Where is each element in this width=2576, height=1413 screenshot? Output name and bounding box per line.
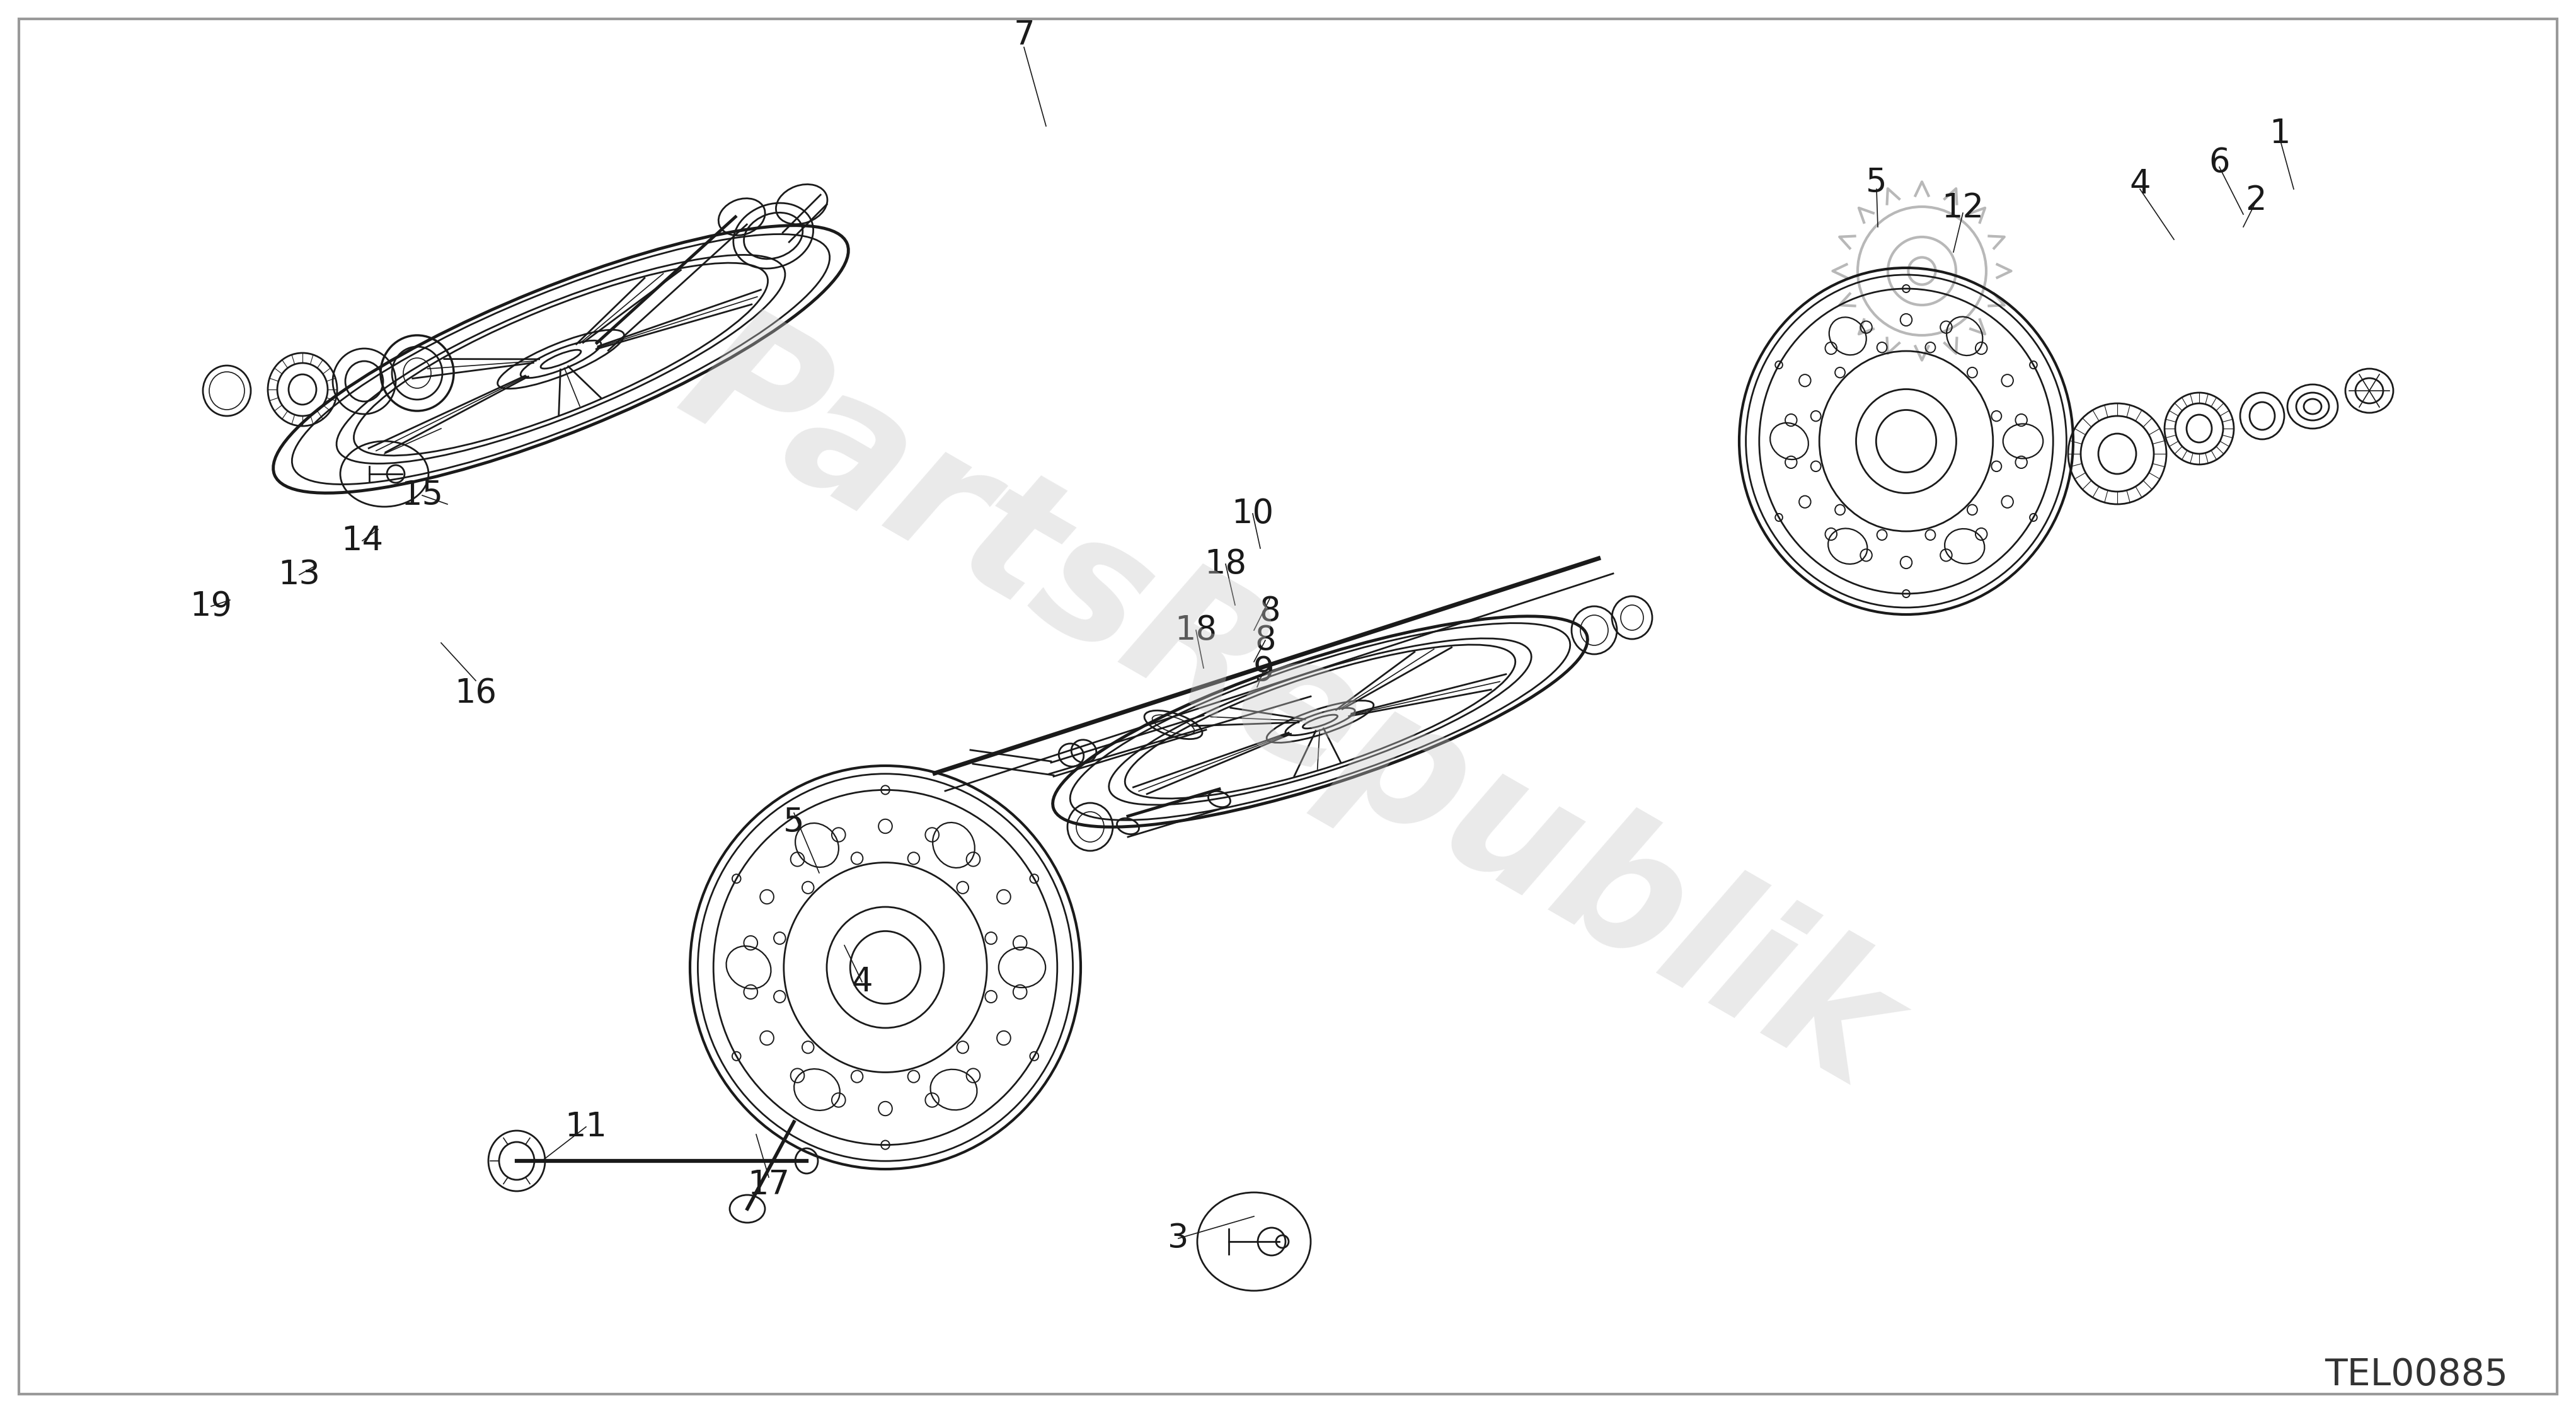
- Text: 10: 10: [1231, 497, 1275, 530]
- Text: 8: 8: [1260, 595, 1280, 627]
- Text: 3: 3: [1167, 1222, 1190, 1255]
- Text: 5: 5: [1865, 167, 1888, 199]
- Text: 2: 2: [2246, 184, 2267, 216]
- Text: 5: 5: [783, 805, 804, 839]
- Text: 1: 1: [2269, 117, 2290, 150]
- Text: 17: 17: [747, 1169, 791, 1201]
- Text: 15: 15: [402, 479, 443, 512]
- Text: 4: 4: [2130, 168, 2151, 201]
- Text: 19: 19: [191, 589, 232, 623]
- Text: 14: 14: [340, 524, 384, 557]
- Text: 4: 4: [853, 965, 873, 999]
- Text: 8: 8: [1255, 625, 1275, 657]
- Text: 9: 9: [1252, 654, 1275, 688]
- Text: 16: 16: [453, 677, 497, 709]
- Text: 18: 18: [1206, 548, 1247, 581]
- Text: 12: 12: [1942, 192, 1984, 225]
- Text: 18: 18: [1175, 613, 1216, 647]
- Text: 7: 7: [1012, 18, 1036, 51]
- Text: 6: 6: [2208, 146, 2231, 179]
- Text: TEL00885: TEL00885: [2324, 1356, 2509, 1393]
- Text: 11: 11: [564, 1111, 608, 1143]
- Text: 13: 13: [278, 558, 319, 591]
- Text: PartsRepublik: PartsRepublik: [654, 291, 1922, 1122]
